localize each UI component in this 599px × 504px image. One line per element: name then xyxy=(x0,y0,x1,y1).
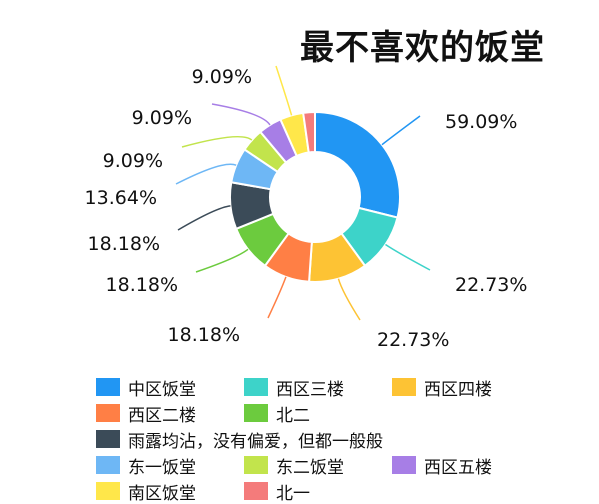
legend-swatch xyxy=(96,430,120,448)
leader-line-10 xyxy=(275,65,293,116)
legend-swatch xyxy=(244,456,268,474)
leader-line-6 xyxy=(177,205,231,231)
data-label-6: 18.18% xyxy=(88,233,160,255)
legend-item-6: 雨露均沾，没有偏爱，但都一般般 xyxy=(96,428,383,452)
legend-swatch xyxy=(392,378,416,396)
data-label-8: 9.09% xyxy=(103,150,163,172)
legend-item-8: 东二饭堂 xyxy=(244,454,344,478)
legend-label: 南区饭堂 xyxy=(128,483,196,504)
legend-label: 北一 xyxy=(276,483,310,504)
data-label-5: 18.18% xyxy=(106,274,178,296)
donut-slice-1 xyxy=(314,110,401,219)
donut-slice-11 xyxy=(302,110,316,154)
leader-line-2 xyxy=(385,243,431,271)
legend-item-2: 西区三楼 xyxy=(244,376,344,400)
legend-swatch xyxy=(244,482,268,500)
legend-swatch xyxy=(244,378,268,396)
leader-line-4 xyxy=(267,276,287,319)
legend-label: 西区三楼 xyxy=(276,379,344,400)
legend-swatch xyxy=(392,456,416,474)
data-label-1: 59.09% xyxy=(445,111,517,133)
legend-item-5: 北二 xyxy=(244,402,310,426)
legend-label: 西区五楼 xyxy=(424,457,492,478)
legend-swatch xyxy=(96,378,120,396)
leader-line-9 xyxy=(211,103,271,126)
data-label-7: 13.64% xyxy=(85,187,157,209)
legend-item-1: 中区饭堂 xyxy=(96,376,196,400)
legend-item-4: 西区二楼 xyxy=(96,402,196,426)
data-label-3: 22.73% xyxy=(377,329,449,351)
leader-line-8 xyxy=(181,135,253,148)
legend-item-3: 西区四楼 xyxy=(392,376,492,400)
leader-line-1 xyxy=(381,115,421,146)
legend-label: 中区饭堂 xyxy=(128,379,196,400)
legend-item-11: 北一 xyxy=(244,480,310,504)
legend-item-10: 南区饭堂 xyxy=(96,480,196,504)
legend-swatch xyxy=(96,456,120,474)
data-label-4: 18.18% xyxy=(168,324,240,346)
legend-swatch xyxy=(96,404,120,422)
legend-label: 北二 xyxy=(276,405,310,426)
leader-line-7 xyxy=(175,163,237,185)
legend-item-9: 西区五楼 xyxy=(392,454,492,478)
legend-swatch xyxy=(96,482,120,500)
leader-line-5 xyxy=(195,248,249,273)
donut-chart: 59.09% 22.73% 22.73% 18.18% 18.18% 18.18% 13.6… xyxy=(85,65,527,351)
legend-label: 雨露均沾，没有偏爱，但都一般般 xyxy=(128,431,383,452)
legend-item-7: 东一饭堂 xyxy=(96,454,196,478)
legend-label: 东二饭堂 xyxy=(276,457,344,478)
data-label-2: 22.73% xyxy=(455,274,527,296)
legend-label: 西区二楼 xyxy=(128,405,196,426)
legend-label: 东一饭堂 xyxy=(128,457,196,478)
legend-swatch xyxy=(244,404,268,422)
data-label-9: 9.09% xyxy=(132,107,192,129)
data-label-10: 9.09% xyxy=(192,66,252,88)
chart-title: 最不喜欢的饭堂 xyxy=(300,28,545,68)
leader-line-3 xyxy=(337,278,361,321)
legend-label: 西区四楼 xyxy=(424,379,492,400)
